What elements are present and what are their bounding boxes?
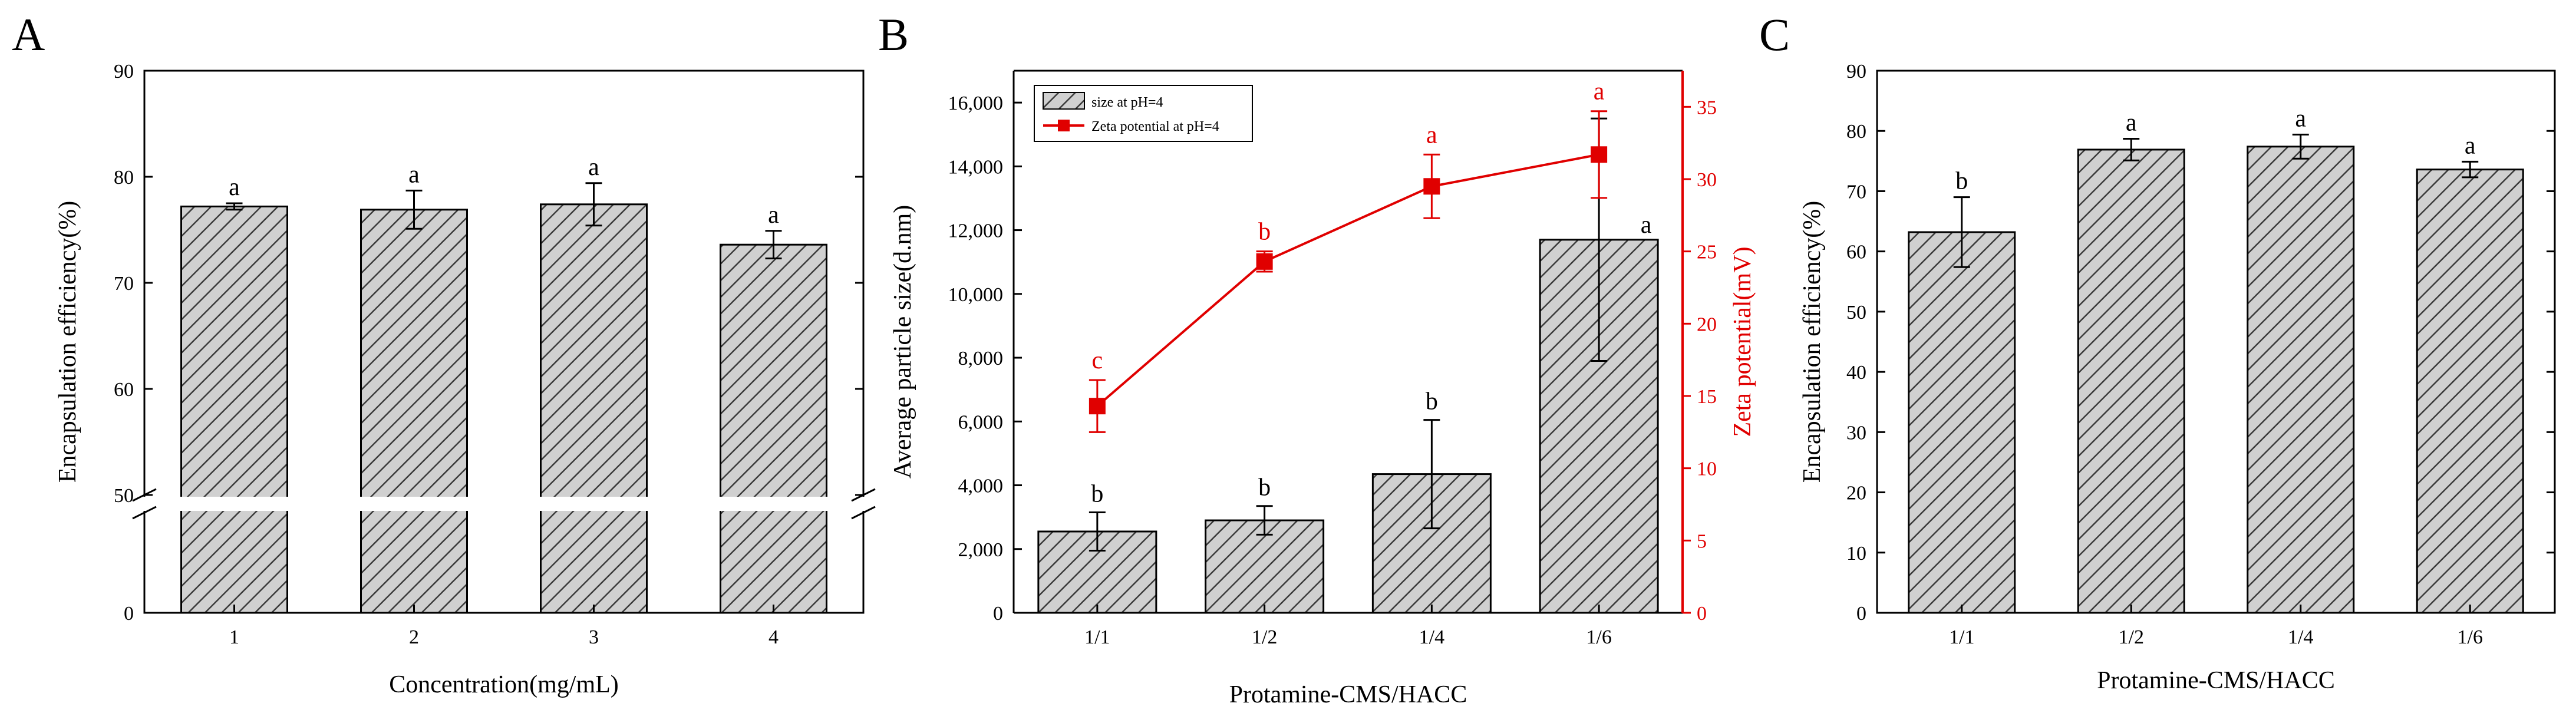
- zeta-significance-letter-1/6: a: [1594, 78, 1605, 105]
- panel-label-b: B: [878, 9, 909, 60]
- y-tick-label-0: 0: [124, 603, 134, 625]
- bar-1/4: [2247, 146, 2355, 614]
- significance-letter-1/1: b: [1955, 168, 1968, 195]
- significance-letter-1/4: b: [1426, 388, 1438, 415]
- significance-letter-1/2: b: [1258, 474, 1271, 501]
- significance-letter-1/2: a: [2126, 110, 2137, 137]
- significance-letter-4: a: [768, 202, 779, 229]
- significance-letter-1: a: [229, 174, 240, 201]
- x-tick-label-1/4: 1/4: [1419, 626, 1444, 648]
- y-axis-title: Encapsulation efficiency(%): [1799, 201, 1826, 483]
- bar-1/6: [2416, 169, 2524, 614]
- significance-letter-1/1: b: [1091, 481, 1103, 508]
- panel-a-chart: Aa1a2a3a405060708090Concentration(mg/mL)…: [12, 9, 878, 698]
- x-tick-label-2: 2: [409, 626, 419, 648]
- x-tick-label-1/1: 1/1: [1084, 626, 1110, 648]
- zeta-significance-letter-1/1: c: [1092, 347, 1103, 374]
- significance-letter-1/4: a: [2295, 105, 2306, 132]
- bar-1: [180, 205, 288, 614]
- plot-frame: [1876, 70, 2556, 614]
- axis-break-mark-1-b: [851, 506, 876, 520]
- y-tick-label-4000: 4,000: [958, 476, 1004, 497]
- y2-tick-label-15: 15: [1697, 386, 1717, 408]
- zeta-significance-letter-1/2: b: [1258, 219, 1271, 246]
- bar-1/2: [2077, 148, 2185, 614]
- zeta-point-1/2: [1256, 253, 1273, 270]
- y-tick-label-14000: 14,000: [948, 156, 1004, 178]
- y-tick-label-0: 0: [1856, 603, 1866, 625]
- bar-3: [540, 203, 648, 614]
- significance-letter-2: a: [408, 161, 420, 188]
- y-tick-label-20: 20: [1846, 483, 1866, 504]
- x-tick-label-1/1: 1/1: [1949, 626, 1974, 648]
- y-tick-label-16000: 16,000: [948, 93, 1004, 114]
- y-tick-label-2000: 2,000: [958, 539, 1004, 561]
- significance-letter-1/6: a: [2465, 132, 2476, 159]
- legend-swatch-size: [1043, 92, 1085, 110]
- zeta-point-1/6: [1591, 146, 1608, 163]
- panel-c-chart: Cb 1/1 a 1/2 a 1/4 a 1/6 0 10 20 30 40 50 60 70 80 90 Prot…: [1759, 9, 2556, 694]
- x-tick-label-1: 1: [229, 626, 239, 648]
- legend-label-size: size at pH=4: [1091, 95, 1163, 110]
- x-tick-label-1/4: 1/4: [2288, 626, 2313, 648]
- legend: size at pH=4 Zeta potential at pH=4: [1034, 85, 1253, 142]
- x-tick-label-4: 4: [768, 626, 779, 648]
- x-tick-label-3: 3: [589, 626, 599, 648]
- y2-tick-label-30: 30: [1697, 169, 1717, 191]
- y-tick-label-10: 10: [1846, 543, 1866, 564]
- y-tick-label-90: 90: [114, 61, 134, 82]
- x-tick-label-1/6: 1/6: [2458, 626, 2483, 648]
- legend-label-zeta: Zeta potential at pH=4: [1091, 119, 1219, 134]
- y-tick-label-6000: 6,000: [958, 411, 1004, 433]
- y-tick-label-40: 40: [1846, 362, 1866, 384]
- axis-break-gap: [130, 497, 878, 511]
- y2-tick-label-25: 25: [1697, 242, 1717, 263]
- x-axis-title: Protamine-CMS/HACC: [1229, 681, 1467, 708]
- y-axis-title: Encapsulation efficiency(%): [54, 201, 81, 483]
- significance-letter-3: a: [588, 154, 599, 181]
- zeta-point-1/1: [1089, 398, 1106, 415]
- plot-frame: [143, 70, 865, 614]
- x-tick-label-1/6: 1/6: [1586, 626, 1611, 648]
- y-tick-label-60: 60: [114, 379, 134, 401]
- y2-tick-label-0: 0: [1697, 603, 1707, 625]
- x-axis-title: Concentration(mg/mL): [389, 671, 619, 698]
- y2-tick-label-35: 35: [1697, 97, 1717, 118]
- panel-label-a: A: [12, 9, 45, 60]
- y-tick-label-90: 90: [1846, 61, 1866, 82]
- y-tick-label-70: 70: [1846, 181, 1866, 203]
- panel-b-chart: Bb 1/1 b 1/2 b 1/4 a 1/6 c b a a 0 2,000 4,000 6,000 8,0…: [878, 9, 1756, 708]
- y-axis-title: Average particle size(d.nm): [889, 205, 916, 478]
- legend-marker-zeta: [1058, 120, 1070, 131]
- zeta-point-1/4: [1423, 178, 1440, 195]
- panel-label-c: C: [1759, 9, 1790, 60]
- bar-4: [720, 243, 827, 614]
- y2-tick-label-20: 20: [1697, 313, 1717, 335]
- y-tick-label-8000: 8,000: [958, 348, 1004, 369]
- y-tick-label-80: 80: [114, 167, 134, 189]
- zeta-line: [1096, 153, 1599, 407]
- y-tick-label-30: 30: [1846, 422, 1866, 444]
- axis-break-mark-0-b: [132, 506, 157, 520]
- y2-tick-label-10: 10: [1697, 458, 1717, 480]
- x-tick-label-1/2: 1/2: [2119, 626, 2144, 648]
- y-tick-label-80: 80: [1846, 121, 1866, 143]
- y-tick-label-50: 50: [114, 485, 134, 507]
- y-tick-label-50: 50: [1846, 302, 1866, 323]
- legend-box: [1034, 85, 1253, 142]
- y2-tick-label-5: 5: [1697, 530, 1707, 552]
- significance-letter-1/6: a: [1641, 212, 1652, 239]
- y-tick-label-70: 70: [114, 273, 134, 295]
- x-tick-label-1/2: 1/2: [1252, 626, 1277, 648]
- y2-axis-title: Zeta potential(mV): [1729, 246, 1756, 437]
- y-tick-label-60: 60: [1846, 242, 1866, 263]
- bar-1/1: [1908, 231, 2016, 614]
- bar-2: [360, 209, 468, 614]
- y-tick-label-10000: 10,000: [948, 284, 1004, 306]
- zeta-significance-letter-1/4: a: [1426, 121, 1437, 148]
- y-tick-label-12000: 12,000: [948, 220, 1004, 242]
- y-tick-label-0: 0: [993, 603, 1003, 625]
- x-axis-title: Protamine-CMS/HACC: [2097, 667, 2335, 694]
